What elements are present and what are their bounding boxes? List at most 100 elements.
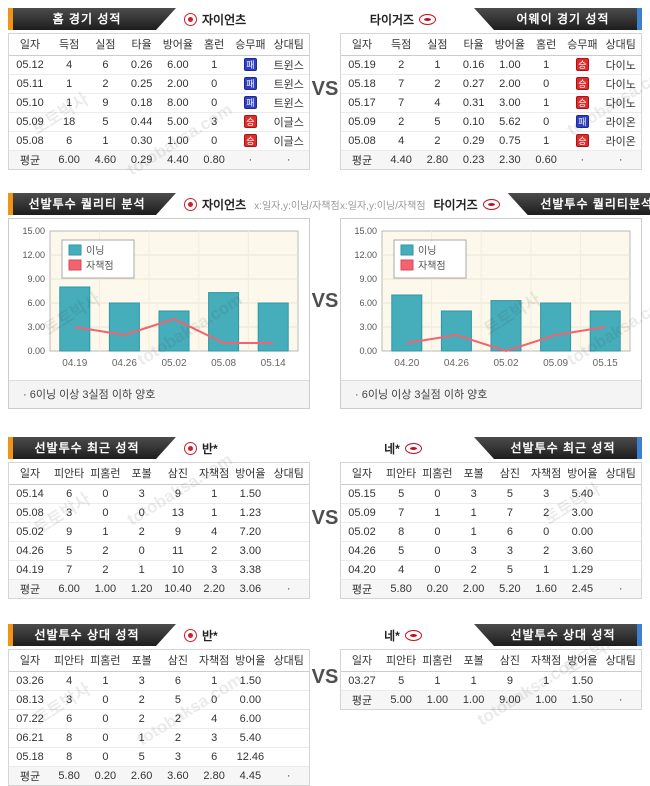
cell: 05.09 [341, 112, 383, 132]
cell [268, 541, 309, 561]
kia-logo-icon [482, 198, 500, 210]
cell: 5.80 [383, 578, 420, 598]
cell: 05.02 [9, 522, 51, 542]
cell: 5 [491, 484, 528, 504]
svg-text:12.00: 12.00 [22, 250, 45, 260]
cell: 1.00 [419, 689, 456, 709]
column-header: 일자 [341, 34, 383, 56]
cell: 2 [159, 709, 196, 729]
table-row: 05.09 7 1 1 7 2 3.00 [341, 503, 641, 523]
cell: 4 [51, 671, 88, 691]
player-label: 네* [384, 627, 422, 644]
cell: 1 [528, 671, 565, 691]
cell: 4 [196, 522, 233, 542]
cell: 0.23 [455, 149, 492, 169]
svg-text:05.02: 05.02 [493, 358, 518, 369]
cell: 4 [196, 709, 233, 729]
cell: 5 [51, 541, 88, 561]
cell: 05.18 [341, 74, 383, 94]
cell: 라이온 [600, 112, 641, 132]
recent-left-panel: 선발투수 최근 성적 반* 일자 피안타 피홈런 포볼 삼진 자책점 방어율 상대팀 05.14… [8, 437, 310, 599]
quality-right-panel: x:일자,y:이닝/자책점 타이거즈 선발투수 퀄리티분석 15.00 12.00… [340, 193, 650, 409]
cell: 1.20 [123, 578, 160, 598]
team-name: 타이거즈 [433, 197, 478, 212]
section-title: 홈 경기 성적 [52, 12, 122, 26]
table-row: 06.21 8 0 1 2 3 5.40 [9, 728, 309, 748]
cell: 04.20 [341, 560, 383, 580]
cell: 05.14 [9, 484, 51, 504]
loss-badge: 패 [243, 77, 257, 90]
orange-accent-bar [8, 8, 13, 30]
line-series [406, 326, 606, 353]
section-title: 선발투수 최근 성적 [510, 441, 616, 455]
cell: 1 [455, 671, 492, 691]
cell: 승 [564, 131, 601, 151]
cell: 0 [419, 560, 456, 580]
cell: 2.20 [196, 578, 233, 598]
cell: 1 [528, 55, 565, 75]
column-header: 실점 [87, 34, 124, 56]
recent-left-header: 선발투수 최근 성적 반* [8, 437, 310, 459]
cell: 2 [419, 131, 456, 151]
column-header: 방어율 [232, 463, 269, 485]
column-header: 피안타 [51, 650, 88, 672]
vs-left-table-wrap: 일자 피안타 피홈런 포볼 삼진 자책점 방어율 상대팀 03.26 4 1 3 6 1 1.50 08.13… [8, 649, 310, 786]
cell: 2 [87, 560, 124, 580]
cell: 1.00 [159, 131, 196, 151]
column-header: 상대팀 [268, 650, 309, 672]
cell: 0.29 [455, 131, 492, 151]
cell: 10 [159, 560, 196, 580]
cell: 10.40 [159, 578, 196, 598]
column-header: 승무패 [564, 34, 601, 56]
cell: 6.00 [51, 578, 88, 598]
cell: 6 [51, 484, 88, 504]
svg-text:이닝: 이닝 [418, 245, 436, 257]
giants-logo-icon [184, 441, 197, 455]
cell: 08.13 [9, 690, 51, 710]
cell: 0 [419, 541, 456, 561]
giants-logo-icon [184, 197, 197, 211]
column-header: 포볼 [123, 650, 160, 672]
cell: 0 [528, 112, 565, 132]
cell: 0 [528, 522, 565, 542]
vs-right-panel: 네* 선발투수 상대 성적 일자 피안타 피홈런 포볼 삼진 자책점 방어율 상대팀 03.27… [340, 624, 642, 710]
cell: 승 [232, 131, 269, 151]
cell [268, 560, 309, 580]
svg-text:05.15: 05.15 [593, 358, 618, 369]
cell: 05.10 [9, 93, 51, 113]
svg-text:04.20: 04.20 [394, 358, 419, 369]
team-label: 자이언츠 [184, 11, 246, 28]
kia-logo-icon [419, 13, 437, 25]
bar-series [391, 294, 621, 352]
cell: 3 [51, 690, 88, 710]
cell: · [268, 578, 309, 598]
table-row: 04.26 5 2 0 11 2 3.00 [9, 541, 309, 561]
cell: 1 [87, 522, 124, 542]
win-badge: 승 [575, 77, 589, 90]
cell: 1 [455, 522, 492, 542]
cell: 5 [159, 690, 196, 710]
vs-label: VS [311, 506, 339, 529]
section-title: 선발투수 퀄리티 분석 [28, 197, 146, 211]
cell: 0.30 [123, 131, 160, 151]
cell: 6 [87, 55, 124, 75]
cell: 0 [196, 74, 233, 94]
cell: 1 [528, 93, 565, 113]
cell: 평균 [341, 689, 383, 709]
axis-note: x:일자,y:이닝/자책점 [254, 200, 340, 212]
column-header: 타율 [123, 34, 160, 56]
player-name: 네* [384, 441, 400, 456]
loss-badge: 패 [575, 115, 589, 128]
table-row: 04.20 4 0 2 5 1 1.29 [341, 560, 641, 580]
cell: 4 [419, 93, 456, 113]
column-header: 일자 [9, 463, 51, 485]
cell: 1 [419, 671, 456, 691]
cell: 5 [87, 112, 124, 132]
column-header: 피안타 [383, 650, 420, 672]
cell: 05.18 [9, 747, 51, 767]
average-row: 평균 5.00 1.00 1.00 9.00 1.00 1.50 · [341, 689, 641, 709]
cell: 3.00 [232, 541, 269, 561]
cell: 평균 [341, 578, 383, 598]
cell: 03.27 [341, 671, 383, 691]
